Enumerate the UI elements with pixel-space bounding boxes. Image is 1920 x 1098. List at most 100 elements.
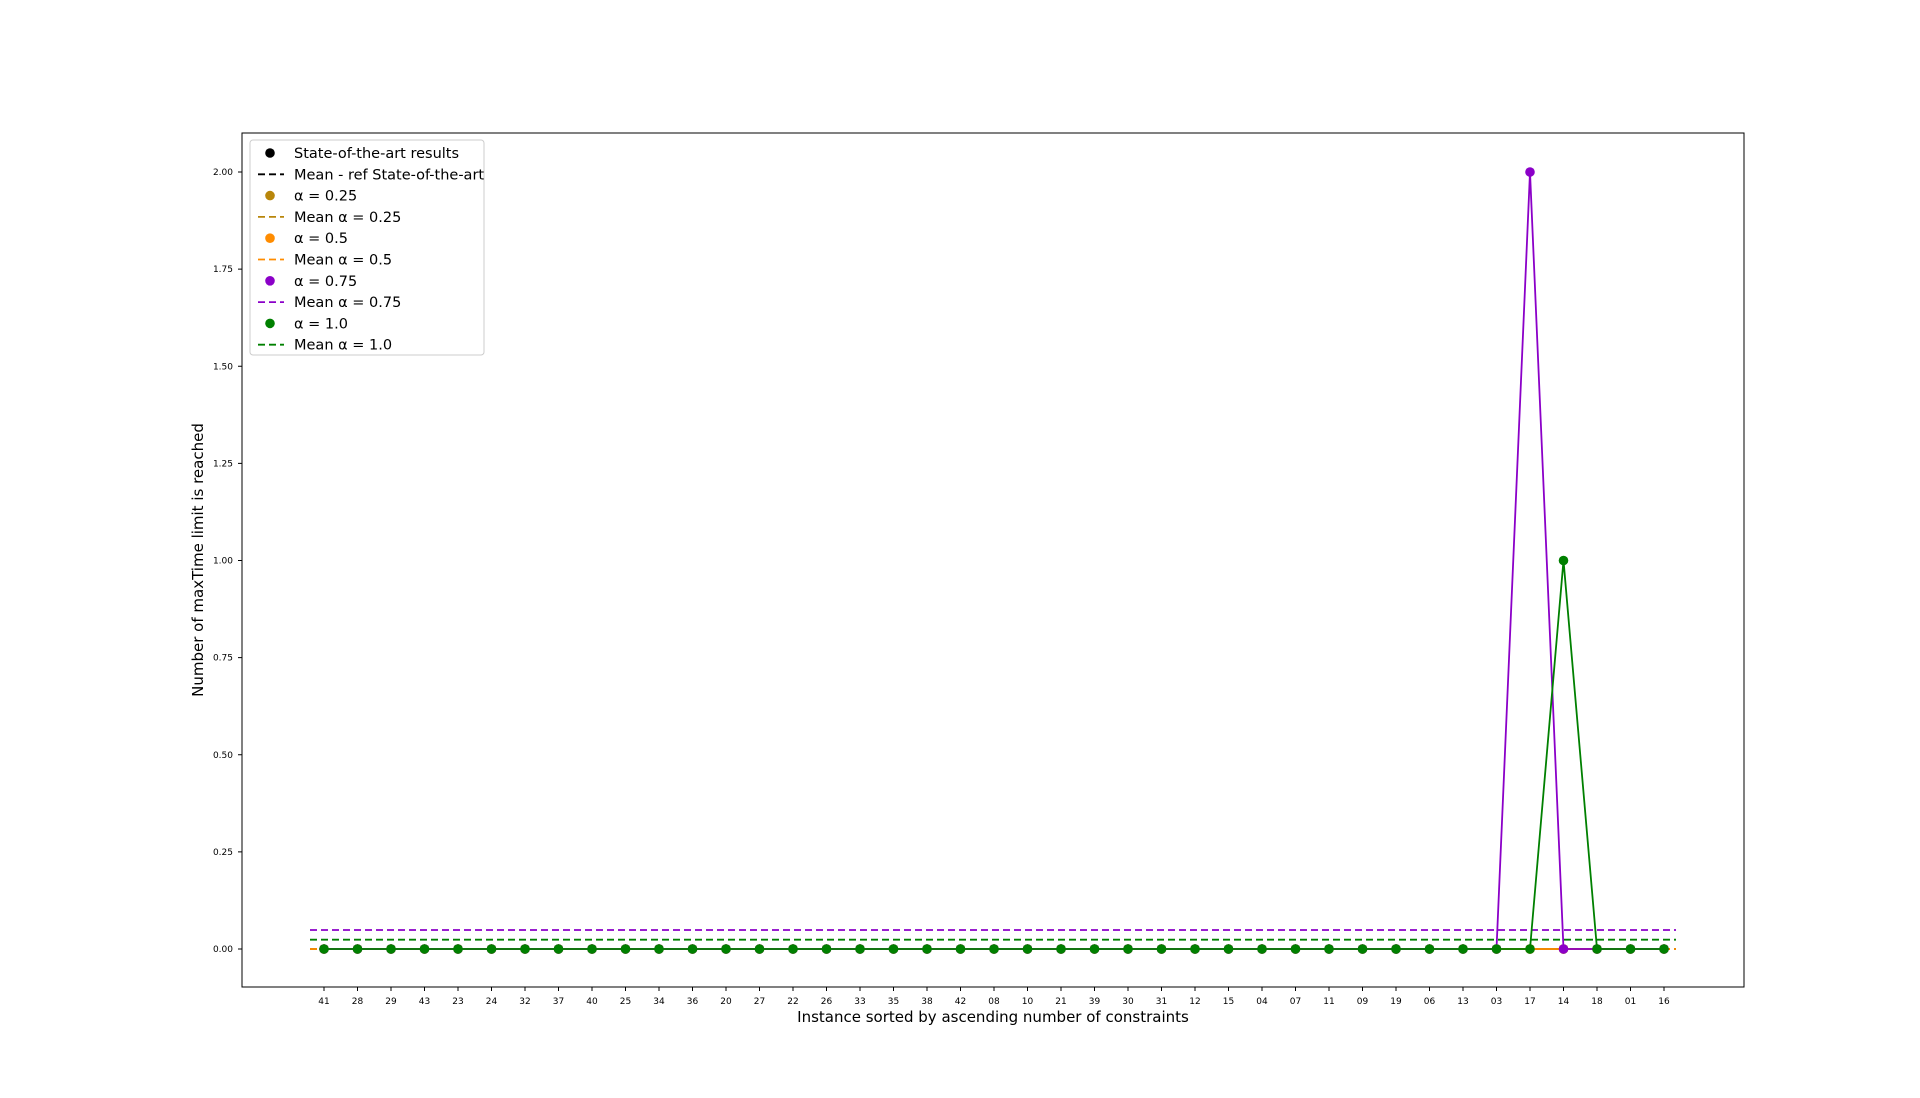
data-point [922,944,932,954]
x-tick-label: 33 [854,997,865,1007]
x-tick-label: 32 [519,997,530,1007]
x-tick-label: 08 [988,997,1000,1007]
data-point [1089,944,1100,954]
x-tick-label: 04 [1256,997,1268,1007]
data-point [754,944,765,954]
x-tick-label: 21 [1055,997,1066,1007]
x-tick-label: 41 [318,997,329,1007]
x-tick-label: 37 [553,997,564,1007]
y-tick-label: 0.50 [213,751,233,761]
legend-box [249,139,485,356]
data-point [1290,944,1301,954]
x-tick-label: 03 [1491,997,1502,1007]
y-axis-label: Number of maxTime limit is reached [189,423,207,697]
legend-label: Mean - ref State-of-the-art [294,167,484,183]
x-tick-label: 19 [1390,997,1402,1007]
y-tick-label: 0.00 [213,945,233,955]
data-point [419,944,430,954]
data-point [654,944,664,954]
data-point [721,944,731,954]
legend-label: α = 0.75 [294,274,357,290]
x-tick-label: 43 [419,997,430,1007]
data-point [1056,944,1066,954]
legend-label: Mean α = 0.25 [294,210,401,226]
data-point [1558,944,1569,954]
x-tick-label: 06 [1424,997,1436,1007]
legend-label: α = 0.5 [294,231,348,247]
legend-marker [265,233,275,243]
x-tick-label: 26 [821,997,833,1007]
x-tick-label: 28 [352,997,364,1007]
y-tick-label: 0.25 [213,848,233,858]
x-tick-label: 22 [787,997,798,1007]
x-tick-label: 20 [720,997,732,1007]
data-point [1659,944,1669,954]
x-axis-label: Instance sorted by ascending number of c… [797,1008,1189,1026]
data-point [1123,944,1133,954]
legend-label: α = 1.0 [294,316,348,332]
data-point [855,944,865,954]
x-tick-label: 30 [1122,997,1134,1007]
data-point [1525,167,1535,177]
y-tick-label: 1.75 [213,265,233,275]
data-point [687,944,698,954]
data-point [1458,944,1468,954]
axis-ticks: 41 28 29 43 23 24 32 37 40 25 34 36 20 27 22 26 33 35 38 42… [213,168,1670,1007]
plot-frame [241,132,1745,988]
y-tick-label: 0.75 [213,654,233,664]
data-point [989,944,999,954]
data-point [1257,944,1267,954]
data-point [1491,944,1502,954]
data-point [1558,555,1569,566]
x-tick-label: 24 [486,997,498,1007]
y-tick-label: 1.25 [213,459,233,469]
x-tick-label: 25 [620,997,631,1007]
legend-marker [265,148,275,158]
legend-label: Mean α = 1.0 [294,338,392,354]
x-tick-label: 18 [1591,997,1603,1007]
x-tick-label: 17 [1524,997,1535,1007]
series-lines [319,167,1669,954]
data-point [486,944,497,954]
data-point [1324,944,1334,954]
x-tick-label: 16 [1658,997,1670,1007]
data-point [520,944,530,954]
legend-label: α = 0.25 [294,189,357,205]
x-tick-label: 42 [955,997,966,1007]
data-point [1424,944,1435,954]
x-tick-label: 11 [1323,997,1334,1007]
legend-label: Mean α = 0.5 [294,253,392,269]
x-tick-label: 29 [385,997,397,1007]
series [319,555,1669,954]
legend-marker [265,190,275,201]
legend-marker [265,276,275,286]
data-point [1190,944,1200,954]
x-tick-label: 09 [1357,997,1369,1007]
data-point [1391,944,1401,954]
x-tick-label: 39 [1089,997,1101,1007]
x-tick-label: 15 [1223,997,1234,1007]
x-tick-label: 27 [754,997,765,1007]
data-point [1525,944,1535,954]
x-tick-label: 23 [452,997,463,1007]
y-tick-label: 2.00 [213,168,233,178]
data-point [1357,944,1368,954]
legend-marker [265,318,275,329]
y-tick-label: 1.00 [213,557,233,567]
data-point [821,944,832,954]
x-tick-label: 40 [586,997,598,1007]
data-point [1022,944,1033,954]
data-point [888,944,899,954]
x-tick-label: 34 [653,997,665,1007]
x-tick-label: 07 [1290,997,1301,1007]
x-tick-label: 10 [1022,997,1034,1007]
data-point [386,944,396,954]
data-point [1592,944,1602,954]
legend-label: State-of-the-art results [294,146,459,162]
data-point [352,944,363,954]
legend: State-of-the-art results Mean - ref State… [249,139,485,356]
data-point [620,944,631,954]
data-point [1156,944,1167,954]
legend-label: Mean α = 0.75 [294,295,401,311]
x-tick-label: 36 [687,997,699,1007]
